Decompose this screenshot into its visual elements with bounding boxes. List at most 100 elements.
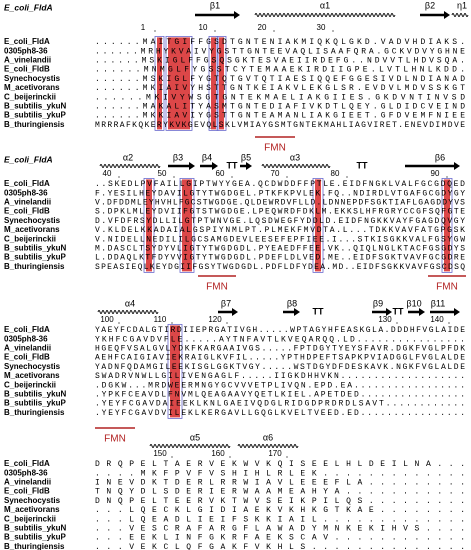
position-dot bbox=[118, 322, 120, 324]
sequence: S.DPKLMLEYDVIIFGTSTWGDGE.LPEQWRDFDKLM.EK… bbox=[95, 208, 465, 217]
strand-arrowhead bbox=[189, 162, 195, 170]
position-number: 130 bbox=[378, 315, 392, 324]
sequence: ...LQEADLIEIFSKKIAIL............. bbox=[95, 515, 465, 524]
sequence: L.DDAQLKTFDYVVIGTYTWGDGDL.PDEFLDLVED.ME.… bbox=[95, 254, 465, 263]
position-dot bbox=[231, 176, 233, 178]
sequence-name: B_subtilis_ykuP bbox=[4, 533, 66, 542]
conserved-box bbox=[312, 177, 324, 273]
structure-label: β8 bbox=[287, 298, 297, 308]
sequence: ......MSKIGLFYGTQTGVTQTIAESIQQEFGGESIVDL… bbox=[95, 75, 465, 84]
structure-label: α1 bbox=[320, 0, 330, 10]
structure-label: β11 bbox=[431, 298, 446, 308]
sequence-name: C_beijerinckii bbox=[4, 92, 56, 101]
identical-column bbox=[170, 325, 180, 418]
sequence: ...LQECKLGIDIAEKVKHKGTKAE........ bbox=[95, 506, 465, 515]
turn-label: TT bbox=[393, 306, 404, 316]
strand-arrowhead bbox=[386, 308, 392, 316]
sequence-name: B_thuringiensis bbox=[4, 408, 65, 417]
sequence: DRQPELTAERVEKWVKQISEELHLDEILNA... bbox=[95, 460, 465, 469]
identical-column bbox=[168, 37, 190, 130]
sequence: SPEASIEQLKEYDGIIFGSYTWGDGDL.PDFLDFYDEA.M… bbox=[95, 263, 465, 272]
conserved-box bbox=[165, 36, 193, 131]
sequence-name: C_beijerinckii bbox=[4, 514, 56, 523]
position-number: 70 bbox=[271, 169, 280, 178]
sequence: AEHFCAIGIAVIEKRAIGLKVFIL.....YPTHDPEFTSA… bbox=[95, 354, 465, 363]
helix bbox=[97, 310, 159, 314]
position-dot bbox=[273, 30, 275, 32]
sequence: ....MKFPVFVSHIHLRLEK............. bbox=[95, 469, 465, 478]
structure-label: β7 bbox=[221, 298, 231, 308]
sequence-name: M_acetivorans bbox=[4, 371, 60, 380]
sequence: ......MRHYKVAIVYGSTTGNTEEVAQLISAAFQRA.GC… bbox=[95, 47, 465, 56]
structure-label: β9 bbox=[373, 298, 383, 308]
position-dot bbox=[396, 322, 398, 324]
sequence-name: B_subtilis_ykuN bbox=[4, 244, 66, 253]
identical-column bbox=[157, 37, 162, 130]
sequence: .DGKW...MRDWEERMNGYGCVVVETPLIVQN.EPD.EA.… bbox=[95, 381, 465, 390]
sequence: YADNFQDAMGILEEKISGLGGKTVGY.....WSTDGYDFD… bbox=[95, 363, 465, 372]
position-number: 10 bbox=[199, 23, 208, 32]
sequence-name: M_acetivorans bbox=[4, 225, 60, 234]
turn-label: TT bbox=[227, 160, 238, 170]
sequence-name: B_subtilis_ykuP bbox=[4, 111, 66, 120]
structure-label: β3 bbox=[173, 152, 183, 162]
reference-name: E_coli_FldA bbox=[4, 154, 53, 164]
sequence: YKHFCGAVDVFLE.....AYTNFAVTLKVEQARQQ.LD..… bbox=[95, 335, 465, 344]
sequence: .YEYFCGAVDAIEEKLKNLGAEIVQDGLRIDGDPRDRDLS… bbox=[95, 400, 465, 409]
identical-column bbox=[315, 179, 321, 272]
sequence-name: B_subtilis_ykuP bbox=[4, 253, 66, 262]
structure-label: α3 bbox=[290, 152, 300, 162]
position-number: 90 bbox=[431, 169, 440, 178]
sequence: ......MKIVYWSGTGNTEKMAELIAKGIIES.GKDVNTI… bbox=[95, 93, 465, 102]
identical-column bbox=[444, 179, 450, 272]
sequence-name: E_coli_FldA bbox=[4, 37, 50, 46]
position-dot bbox=[171, 322, 173, 324]
position-dot bbox=[118, 176, 120, 178]
conserved-box bbox=[179, 177, 195, 273]
strand-arrowhead bbox=[212, 162, 218, 170]
identical-column bbox=[146, 179, 152, 272]
reference-name: E_coli_FldA bbox=[4, 2, 53, 12]
sequence: YAEYFCDALGTIRDIIEPRGATIVGH.....WPTAGYHFE… bbox=[95, 326, 465, 335]
structure-label: α6 bbox=[263, 432, 273, 442]
position-dot bbox=[173, 176, 175, 178]
sequence: DNQPELTEERVKTWVSEIKPILQS......... bbox=[95, 497, 465, 506]
sequence-name: E_coli_FldB bbox=[4, 487, 50, 496]
sequence: D.VFDFRSYDLLILGTPTWNVGE.LQSDWEGFYDDLD.EI… bbox=[95, 217, 465, 226]
position-number: 170 bbox=[268, 449, 282, 458]
position-number: 120 bbox=[208, 315, 222, 324]
sequence-name: A_vinelandii bbox=[4, 56, 51, 65]
conserved-box bbox=[167, 323, 183, 419]
sequence-name: B_subtilis_ykuP bbox=[4, 399, 66, 408]
sequence: SWADRVNWLLGILIVENGAGLF.....IIGKDHHVKN...… bbox=[95, 372, 465, 381]
sequence: V.KLDELKKADAIALGSPIYNMLPT.PLMEKFMVDTA.L.… bbox=[95, 226, 465, 235]
helix bbox=[451, 13, 469, 17]
fmn-label: FMN bbox=[436, 282, 458, 293]
sequence: ...VEKCLQFGAKFVKHLS.............. bbox=[95, 543, 465, 550]
sequence-name: Synechocystis bbox=[4, 496, 61, 505]
sequence-name: E_coli_FldB bbox=[4, 353, 50, 362]
sequence-name: Synechocystis bbox=[4, 362, 61, 371]
position-dot bbox=[448, 322, 450, 324]
turn-label: TT bbox=[357, 160, 368, 170]
position-dot bbox=[332, 30, 334, 32]
fmn-label: FMN bbox=[206, 282, 228, 293]
structure-label: β5 bbox=[241, 152, 251, 162]
position-number: 150 bbox=[153, 449, 167, 458]
sequence-name: 0305ph8-36 bbox=[4, 188, 48, 197]
structure-label: α4 bbox=[125, 298, 135, 308]
sequence-name: Synechocystis bbox=[4, 74, 61, 83]
position-dot bbox=[171, 456, 173, 458]
sequence-name: B_thuringiensis bbox=[4, 120, 65, 129]
position-dot bbox=[214, 30, 216, 32]
position-number: 1 bbox=[141, 23, 146, 32]
sequence-name: E_coli_FldA bbox=[4, 179, 50, 188]
strand-arrowhead bbox=[454, 162, 460, 170]
strand-arrowhead bbox=[234, 11, 240, 19]
strand-arrowhead bbox=[232, 308, 238, 316]
position-number: 110 bbox=[154, 315, 167, 324]
position-dot bbox=[226, 322, 228, 324]
sequence: ......MKKIAVIYGSTTGNTEAMANLIAKGIEET.GFDV… bbox=[95, 112, 465, 121]
position-number: 140 bbox=[430, 315, 444, 324]
